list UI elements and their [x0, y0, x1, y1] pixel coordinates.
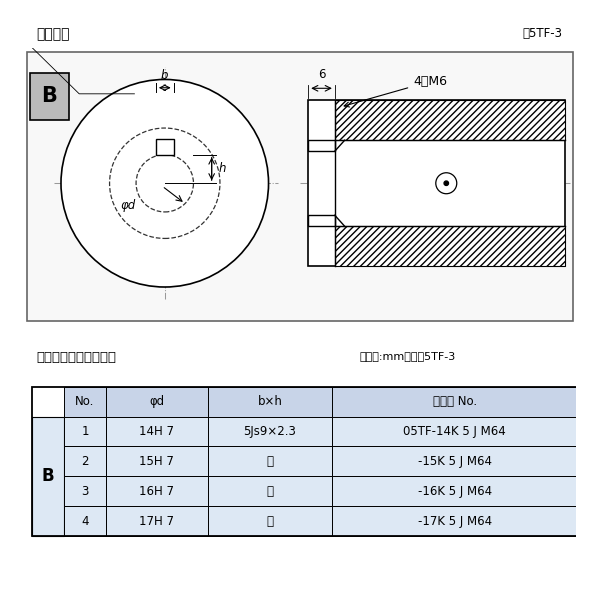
Bar — [106, 446, 208, 476]
Text: 2: 2 — [81, 455, 89, 468]
Bar — [32, 387, 578, 536]
Bar — [332, 476, 578, 506]
Text: B: B — [41, 86, 58, 106]
Bar — [335, 100, 565, 140]
Bar — [29, 73, 69, 120]
Text: コード No.: コード No. — [433, 395, 477, 408]
Text: 6: 6 — [318, 68, 325, 81]
Circle shape — [436, 173, 457, 194]
Text: B: B — [42, 467, 55, 485]
Bar — [208, 506, 332, 536]
Bar — [332, 506, 578, 536]
Bar — [208, 416, 332, 446]
Text: 〃: 〃 — [266, 485, 274, 497]
Circle shape — [110, 128, 220, 238]
Text: 軸穴形状コードー覧表: 軸穴形状コードー覧表 — [36, 351, 116, 364]
Bar — [32, 416, 64, 536]
Text: -17K 5 J M64: -17K 5 J M64 — [418, 515, 492, 527]
Polygon shape — [308, 215, 335, 226]
Bar — [64, 446, 106, 476]
Bar — [64, 387, 106, 416]
Bar — [106, 416, 208, 446]
Text: 図5TF-3: 図5TF-3 — [522, 27, 562, 40]
Text: 軸穴形状: 軸穴形状 — [36, 27, 70, 41]
Text: φd: φd — [121, 199, 136, 212]
Bar — [64, 476, 106, 506]
Text: 〃: 〃 — [266, 455, 274, 468]
Bar — [64, 416, 106, 446]
Bar — [106, 506, 208, 536]
Text: b: b — [161, 69, 169, 82]
Circle shape — [444, 181, 448, 185]
Bar — [208, 476, 332, 506]
Bar — [332, 446, 578, 476]
Text: -15K 5 J M64: -15K 5 J M64 — [418, 455, 492, 468]
Text: b×h: b×h — [257, 395, 283, 408]
Text: 4－M6: 4－M6 — [344, 75, 447, 107]
Bar — [156, 139, 173, 155]
Bar — [106, 387, 208, 416]
Text: 17H 7: 17H 7 — [139, 515, 174, 527]
Bar — [208, 387, 332, 416]
Text: 1: 1 — [81, 425, 89, 438]
Text: 14H 7: 14H 7 — [139, 425, 174, 438]
Text: 05TF-14K 5 J M64: 05TF-14K 5 J M64 — [403, 425, 506, 438]
Bar — [308, 100, 565, 266]
Text: 4: 4 — [81, 515, 89, 527]
Text: φd: φd — [149, 395, 164, 408]
Bar — [332, 416, 578, 446]
Text: -16K 5 J M64: -16K 5 J M64 — [418, 485, 492, 497]
Bar — [332, 387, 578, 416]
Circle shape — [136, 155, 193, 212]
Text: 5Js9×2.3: 5Js9×2.3 — [244, 425, 296, 438]
Bar — [208, 446, 332, 476]
Bar — [106, 476, 208, 506]
Text: 16H 7: 16H 7 — [139, 485, 174, 497]
Bar — [64, 506, 106, 536]
Text: （単位:mm）　表5TF-3: （単位:mm） 表5TF-3 — [360, 351, 456, 361]
Text: 〃: 〃 — [266, 515, 274, 527]
Text: 3: 3 — [82, 485, 89, 497]
Text: No.: No. — [76, 395, 95, 408]
Circle shape — [61, 79, 269, 287]
Text: 15H 7: 15H 7 — [139, 455, 174, 468]
Bar — [335, 226, 565, 266]
Polygon shape — [308, 140, 335, 151]
Text: h: h — [218, 163, 226, 175]
